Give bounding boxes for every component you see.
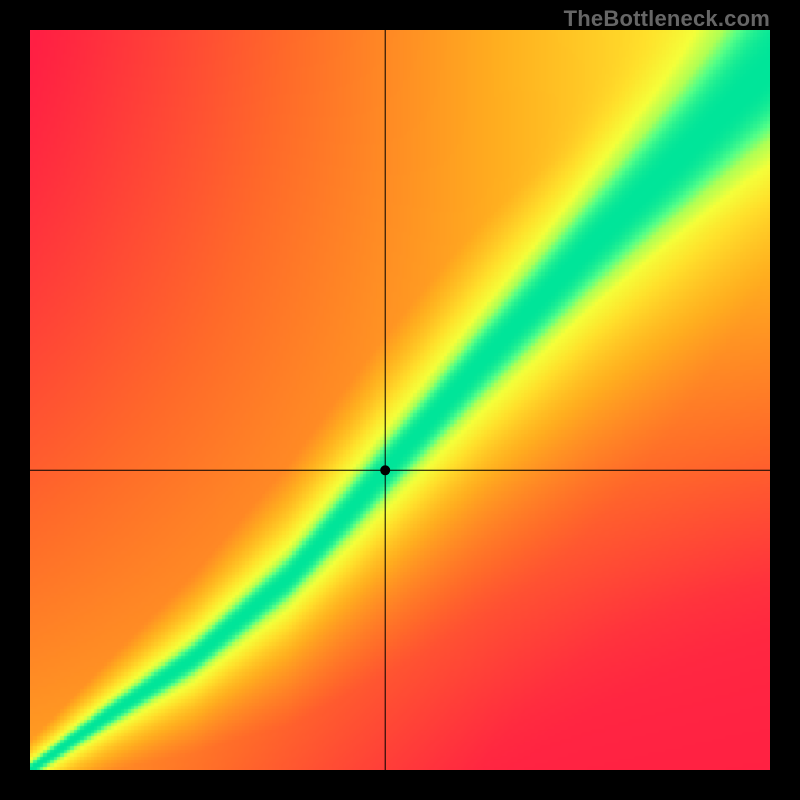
watermark-text: TheBottleneck.com (564, 6, 770, 32)
chart-container: TheBottleneck.com (0, 0, 800, 800)
heatmap-canvas (30, 30, 770, 770)
heatmap-plot (30, 30, 770, 770)
